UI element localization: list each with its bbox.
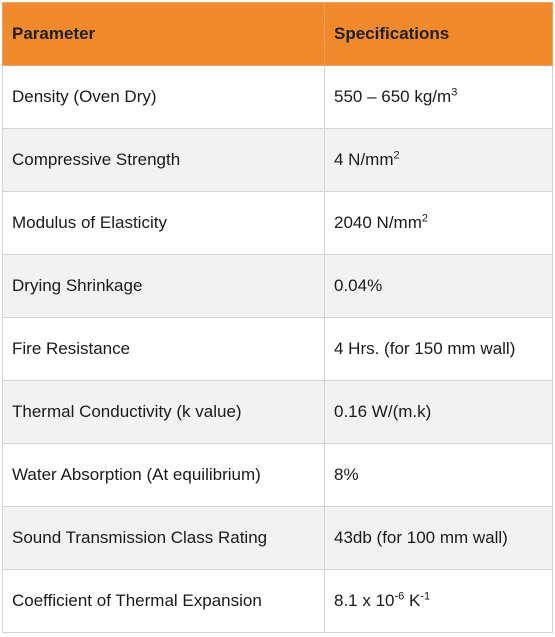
parameter-cell: Coefficient of Thermal Expansion (2, 569, 325, 633)
value-cell: 550 – 650 kg/m3 (324, 65, 553, 129)
value-superscript: -6 (394, 590, 405, 603)
table-row: Fire Resistance 4 Hrs. (for 150 mm wall) (2, 317, 553, 381)
parameter-cell: Modulus of Elasticity (2, 191, 325, 255)
parameter-cell: Density (Oven Dry) (2, 65, 325, 129)
header-row: Parameter Specifications (2, 2, 553, 66)
value-superscript: 2 (393, 149, 400, 162)
specifications-column-header: Specifications (324, 2, 553, 66)
parameter-cell: Compressive Strength (2, 128, 325, 192)
value-unit: K (404, 591, 421, 610)
value-text: 8.1 x 10 (334, 591, 395, 610)
value-cell: 4 Hrs. (for 150 mm wall) (324, 317, 553, 381)
parameter-cell: Thermal Conductivity (k value) (2, 380, 325, 444)
value-text: 4 N/mm (334, 150, 394, 169)
table-row: Modulus of Elasticity 2040 N/mm2 (2, 191, 553, 255)
table-body: Density (Oven Dry) 550 – 650 kg/m3 Compr… (2, 65, 553, 633)
parameter-cell: Drying Shrinkage (2, 254, 325, 318)
table-row: Density (Oven Dry) 550 – 650 kg/m3 (2, 65, 553, 129)
parameter-cell: Water Absorption (At equilibrium) (2, 443, 325, 507)
table-row: Drying Shrinkage 0.04% (2, 254, 553, 318)
parameter-column-header: Parameter (2, 2, 325, 66)
value-cell: 0.04% (324, 254, 553, 318)
value-text: 2040 N/mm (334, 213, 422, 232)
value-superscript: 3 (451, 86, 458, 99)
table-row: Compressive Strength 4 N/mm2 (2, 128, 553, 192)
table-header: Parameter Specifications (2, 2, 553, 66)
parameter-cell: Fire Resistance (2, 317, 325, 381)
value-cell: 2040 N/mm2 (324, 191, 553, 255)
parameter-cell: Sound Transmission Class Rating (2, 506, 325, 570)
table-row: Sound Transmission Class Rating 43db (fo… (2, 506, 553, 570)
value-superscript: 2 (421, 212, 428, 225)
table-row: Coefficient of Thermal Expansion 8.1 x 1… (2, 569, 553, 633)
value-cell: 0.16 W/(m.k) (324, 380, 553, 444)
value-cell: 8.1 x 10-6 K-1 (324, 569, 553, 633)
table-row: Water Absorption (At equilibrium) 8% (2, 443, 553, 507)
unit-superscript: -1 (420, 590, 431, 603)
value-cell: 4 N/mm2 (324, 128, 553, 192)
value-text: 550 – 650 kg/m (334, 87, 452, 106)
value-cell: 8% (324, 443, 553, 507)
table-row: Thermal Conductivity (k value) 0.16 W/(m… (2, 380, 553, 444)
value-cell: 43db (for 100 mm wall) (324, 506, 553, 570)
